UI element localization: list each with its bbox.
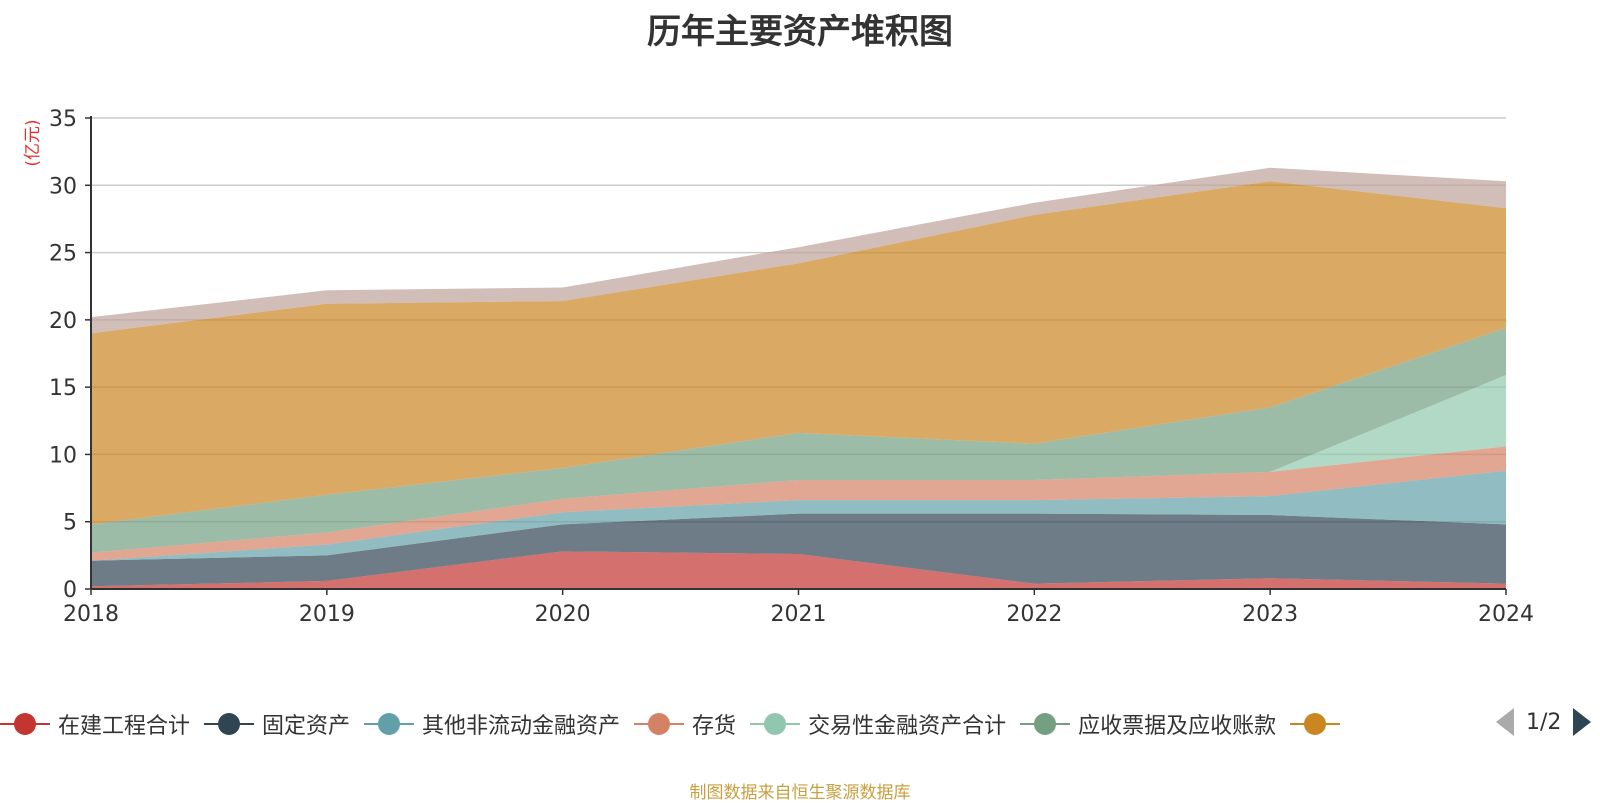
legend-item[interactable]: 存货 <box>634 708 736 740</box>
x-tick-label: 2022 <box>1006 602 1062 627</box>
x-tick-label: 2018 <box>63 602 119 627</box>
y-tick-label: 30 <box>49 174 77 199</box>
area-series-6[interactable] <box>91 327 1506 553</box>
area-series-2[interactable] <box>91 513 1506 587</box>
y-tick-label: 0 <box>63 578 77 603</box>
source-note: 制图数据来自恒生聚源数据库 <box>689 783 911 803</box>
axes: 0 5 10 15 20 25 30 35 2018 2019 2020 2021 2022 2023 20… <box>49 107 1534 627</box>
legend-label: 交易性金融资产合计 <box>808 714 1007 739</box>
legend-item[interactable]: 固定资产 <box>204 708 350 740</box>
legend-label: 存货 <box>692 714 737 739</box>
y-tick-label: 10 <box>49 443 77 468</box>
legend-marker-icon <box>204 710 255 738</box>
x-tick-label: 2019 <box>299 602 355 627</box>
legend: 在建工程合计 固定资产 其他非流动金融资产 存货 交易性金融资产合计 应收票据及应收账款 <box>0 706 1600 742</box>
stacked-area-chart: 0 5 10 15 20 25 30 35 2018 2019 2020 2021 2022 2023 20… <box>23 107 1534 627</box>
legend-marker-icon <box>750 710 801 738</box>
y-tick-label: 5 <box>63 511 77 536</box>
y-tick-label: 20 <box>49 309 77 334</box>
legend-item[interactable] <box>1290 710 1348 738</box>
y-axis-label: (亿元) <box>23 119 43 166</box>
legend-marker-icon <box>1020 710 1071 738</box>
area-series-3[interactable] <box>91 470 1506 561</box>
chart-title: 历年主要资产堆积图 <box>647 12 953 52</box>
legend-marker-icon <box>1290 710 1341 738</box>
y-tick-label: 15 <box>49 376 77 401</box>
area-series-1[interactable] <box>91 551 1506 589</box>
x-tick-label: 2020 <box>535 602 591 627</box>
legend-label: 固定资产 <box>262 714 351 739</box>
legend-marker-icon <box>0 710 50 738</box>
legend-item[interactable]: 应收票据及应收账款 <box>1020 708 1276 740</box>
next-page-icon[interactable] <box>1573 708 1592 736</box>
legend-item[interactable]: 交易性金融资产合计 <box>750 708 1006 740</box>
legend-marker-icon <box>634 710 685 738</box>
area-series-7[interactable] <box>91 181 1506 525</box>
legend-label: 在建工程合计 <box>58 714 191 739</box>
x-tick-label: 2021 <box>771 602 827 627</box>
x-tick-label: 2023 <box>1242 602 1298 627</box>
legend-item[interactable]: 其他非流动金融资产 <box>364 708 620 740</box>
previous-page-icon[interactable] <box>1496 708 1514 736</box>
legend-label: 应收票据及应收账款 <box>1078 714 1277 739</box>
y-tick-label: 25 <box>49 242 77 267</box>
area-series-4[interactable] <box>91 446 1506 561</box>
area-series-8[interactable] <box>91 167 1506 334</box>
area-series <box>91 167 1506 589</box>
y-tick-label: 35 <box>49 107 77 132</box>
legend-page-number: 1/2 <box>1526 709 1562 735</box>
legend-marker-icon <box>364 710 415 738</box>
legend-label: 其他非流动金融资产 <box>422 714 621 739</box>
legend-pager: 1/2 <box>1496 702 1592 742</box>
legend-item[interactable]: 在建工程合计 <box>0 708 190 740</box>
x-tick-label: 2024 <box>1478 602 1534 627</box>
